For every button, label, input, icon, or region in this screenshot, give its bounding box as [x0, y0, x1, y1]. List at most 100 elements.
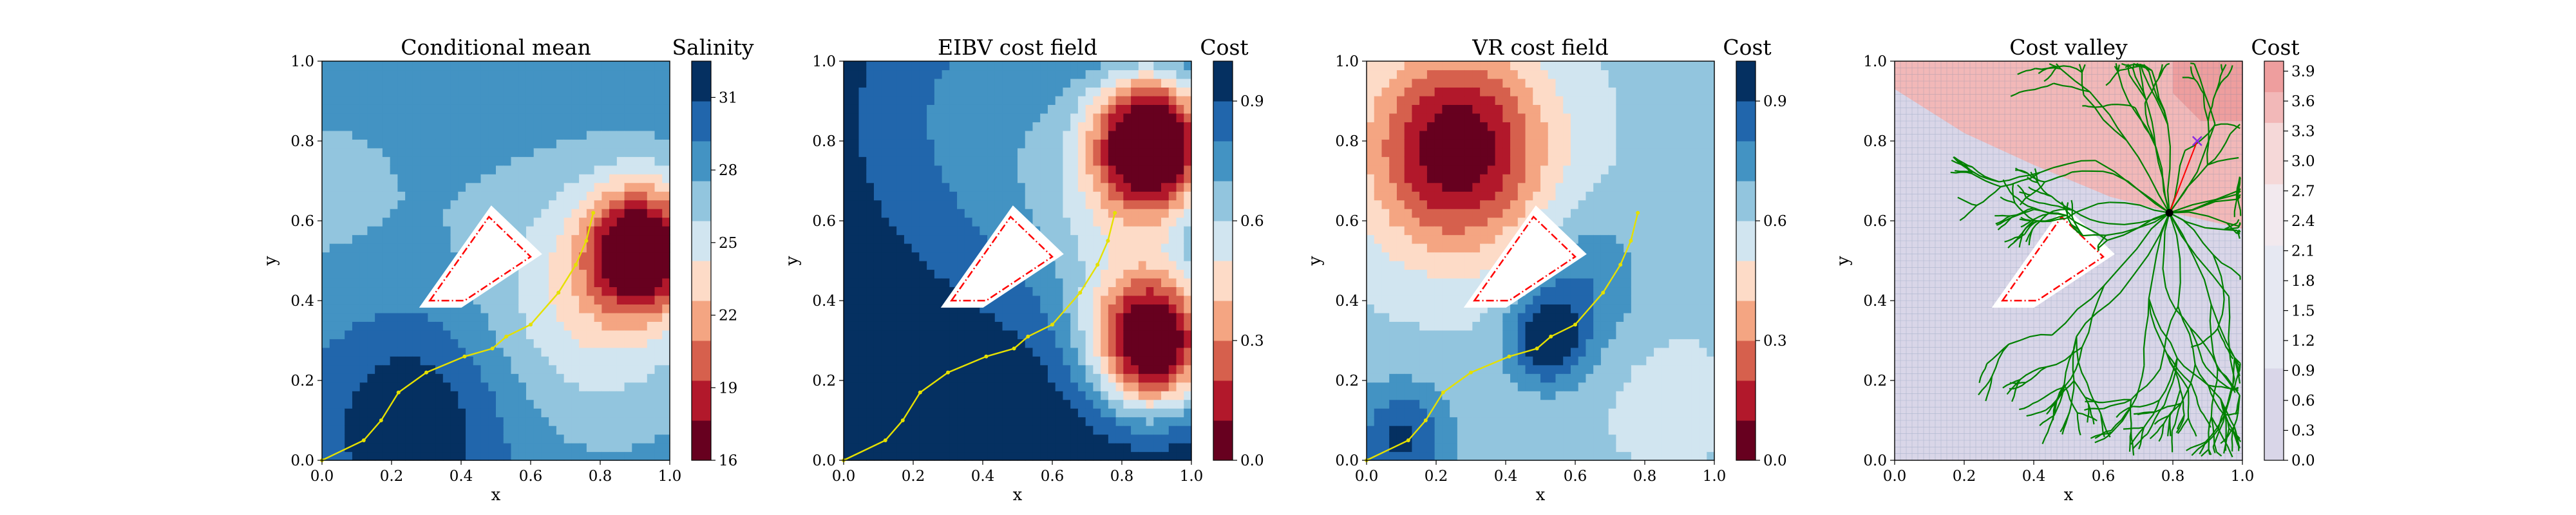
heatmap-cell	[473, 147, 482, 157]
heatmap-cell	[942, 451, 950, 461]
heatmap-cell	[571, 434, 580, 444]
heatmap-cell	[1176, 182, 1184, 192]
heatmap-cell	[564, 209, 572, 218]
heatmap-cell	[1093, 391, 1101, 400]
obstacle-mask	[940, 205, 1064, 308]
heatmap-cell	[1077, 78, 1086, 88]
heatmap-cell	[1063, 104, 1071, 114]
heatmap-cell	[442, 321, 451, 331]
heatmap-cell	[1131, 87, 1139, 97]
heatmap-cell	[949, 200, 958, 209]
heatmap-cell	[624, 295, 632, 304]
path-point	[424, 370, 428, 375]
heatmap-cell	[564, 295, 572, 304]
heatmap-cell	[412, 147, 421, 157]
heatmap-cell	[1077, 200, 1086, 209]
heatmap-cell	[1381, 373, 1390, 383]
heatmap-cell	[1457, 130, 1466, 140]
heatmap-cell	[390, 234, 398, 244]
heatmap-cell	[616, 130, 625, 140]
heatmap-cell	[337, 95, 345, 105]
heatmap-cell	[911, 451, 920, 461]
heatmap-cell	[1146, 174, 1154, 183]
heatmap-cell	[586, 330, 595, 339]
heatmap-cell	[911, 217, 920, 227]
heatmap-cell	[1367, 139, 1375, 149]
heatmap-cell	[473, 191, 482, 201]
heatmap-cell	[1464, 234, 1473, 244]
heatmap-cell	[881, 104, 890, 114]
heatmap-cell	[616, 330, 625, 339]
heatmap-cell	[896, 130, 905, 140]
heatmap-cell	[337, 339, 345, 348]
heatmap-cell	[601, 95, 610, 105]
heatmap-cell	[1101, 122, 1109, 131]
heatmap-cell	[549, 312, 557, 322]
heatmap-cell	[1093, 130, 1101, 140]
heatmap-cell	[1010, 286, 1018, 296]
heatmap-cell	[919, 217, 927, 227]
heatmap-cell	[450, 434, 459, 444]
heatmap-cell	[1002, 87, 1010, 97]
heatmap-cell	[972, 321, 980, 331]
heatmap-cell	[1176, 426, 1184, 435]
heatmap-cell	[927, 104, 935, 114]
heatmap-cell	[964, 113, 973, 122]
heatmap-cell	[616, 321, 625, 331]
heatmap-cell	[1077, 70, 1086, 79]
heatmap-cell	[609, 391, 618, 400]
heatmap-cell	[488, 295, 497, 304]
heatmap-cell	[1153, 122, 1162, 131]
heatmap-cell	[980, 122, 988, 131]
heatmap-cell	[873, 408, 882, 418]
heatmap-cell	[518, 61, 527, 71]
heatmap-cell	[382, 156, 391, 166]
heatmap-cell	[586, 261, 595, 270]
heatmap-cell	[1161, 364, 1170, 374]
heatmap-cell	[881, 61, 890, 71]
heatmap-cell	[927, 347, 935, 357]
heatmap-cell	[322, 391, 330, 400]
heatmap-cell	[375, 122, 383, 131]
heatmap-cell	[1184, 200, 1192, 209]
heatmap-cell	[405, 426, 413, 435]
heatmap-cell	[919, 147, 927, 157]
heatmap-cell	[911, 200, 920, 209]
heatmap-cell	[549, 364, 557, 374]
heatmap-cell	[571, 61, 580, 71]
heatmap-cell	[1153, 399, 1162, 409]
heatmap-cell	[866, 78, 875, 88]
heatmap-cell	[1077, 356, 1086, 366]
heatmap-cell	[1434, 122, 1443, 131]
heatmap-cell	[1146, 451, 1154, 461]
heatmap-cell	[1055, 356, 1064, 366]
heatmap-cell	[397, 347, 406, 357]
heatmap-cell	[586, 417, 595, 426]
heatmap-cell	[1184, 130, 1192, 140]
heatmap-cell	[844, 95, 852, 105]
heatmap-cell	[972, 373, 980, 383]
heatmap-cell	[1055, 61, 1064, 71]
heatmap-cell	[1419, 70, 1428, 79]
heatmap-cell	[1055, 269, 1064, 279]
heatmap-cell	[881, 209, 890, 218]
heatmap-cell	[533, 330, 542, 339]
heatmap-cell	[1161, 165, 1170, 174]
heatmap-cell	[329, 156, 338, 166]
heatmap-cell	[511, 61, 519, 71]
heatmap-cell	[601, 191, 610, 201]
heatmap-cell	[934, 174, 943, 183]
heatmap-cell	[873, 156, 882, 166]
heatmap-cell	[601, 451, 610, 461]
heatmap-cell	[1434, 217, 1443, 227]
heatmap-cell	[382, 295, 391, 304]
heatmap-cell	[1161, 434, 1170, 444]
heatmap-cell	[1153, 391, 1162, 400]
heatmap-cell	[1374, 200, 1383, 209]
heatmap-cell	[496, 200, 504, 209]
heatmap-cell	[647, 113, 656, 122]
heatmap-cell	[1153, 417, 1162, 426]
heatmap-cell	[632, 156, 640, 166]
heatmap-cell	[337, 269, 345, 279]
heatmap-cell	[1442, 330, 1450, 339]
